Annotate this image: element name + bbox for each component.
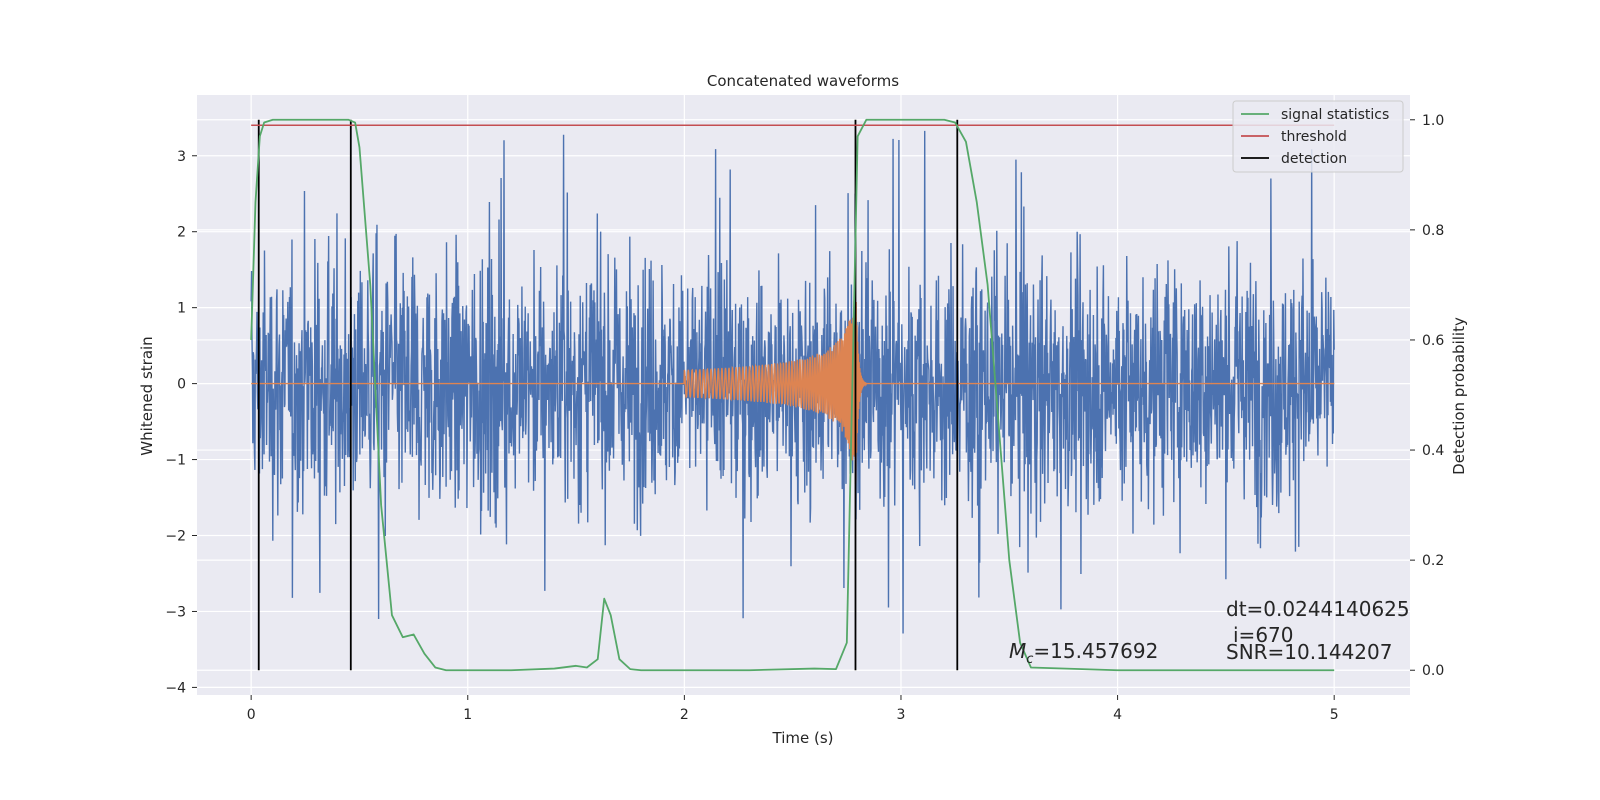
legend-box: [1232, 100, 1404, 173]
x-tick-label: 3: [897, 707, 906, 723]
legend-label-threshold: threshold: [1281, 129, 1347, 145]
y-tick-label: 3: [177, 149, 186, 165]
y-axis-label: Whitened strain: [138, 336, 156, 455]
y2-tick-label: 0.6: [1422, 333, 1444, 349]
y-tick-label: 1: [177, 301, 186, 317]
mc-subscript: c: [1026, 652, 1033, 667]
mc-annotation: Mc=15.457692: [1009, 639, 1158, 667]
y2-tick-label: 0.0: [1422, 663, 1444, 679]
y-tick-label: 0: [177, 377, 186, 393]
y-tick-label: −3: [165, 604, 186, 620]
y2-tick-label: 0.2: [1422, 553, 1444, 569]
dt-annotation: dt=0.0244140625: [1226, 597, 1410, 621]
i-annotation: i=670: [1233, 623, 1294, 647]
mc-value: =15.457692: [1033, 639, 1158, 663]
x-tick-label: 5: [1330, 707, 1339, 723]
signal-statistics-line: [250, 118, 1335, 672]
x-axis: 0 1 2 3 4 5: [247, 695, 1339, 723]
annotations: dt=0.0244140625 i=670 Mc=15.457692 SNR=1…: [1009, 597, 1410, 667]
x-tick-label: 2: [680, 707, 689, 723]
y-tick-label: 2: [177, 225, 186, 241]
mc-symbol: M: [1009, 639, 1026, 663]
chart-title: Concatenated waveforms: [707, 72, 899, 90]
y2-tick-label: 0.4: [1422, 443, 1444, 459]
plot-content: [250, 118, 1335, 672]
y-tick-label: −2: [165, 529, 186, 545]
y2-axis-label: Detection probability: [1450, 317, 1468, 475]
legend-label-signal-statistics: signal statistics: [1281, 107, 1389, 123]
legend-label-detection: detection: [1281, 151, 1347, 167]
y-tick-label: −1: [165, 453, 186, 469]
waveform-line: [251, 299, 1335, 485]
legend: signal statistics threshold detection: [1232, 100, 1404, 173]
x-axis-label: Time (s): [772, 729, 834, 747]
x-tick-label: 4: [1113, 707, 1122, 723]
y2-tick-label: 0.8: [1422, 223, 1444, 239]
y2-tick-label: 1.0: [1422, 113, 1444, 129]
y-axis-right: 0.0 0.2 0.4 0.6 0.8 1.0: [1410, 113, 1444, 679]
whitened-strain-line: [250, 130, 1335, 634]
y-tick-label: −4: [165, 680, 186, 696]
x-tick-label: 1: [463, 707, 472, 723]
y-axis-left: −4 −3 −2 −1 0 1 2 3: [165, 149, 197, 696]
snr-annotation: SNR=10.144207: [1226, 640, 1392, 664]
x-tick-label: 0: [247, 707, 256, 723]
